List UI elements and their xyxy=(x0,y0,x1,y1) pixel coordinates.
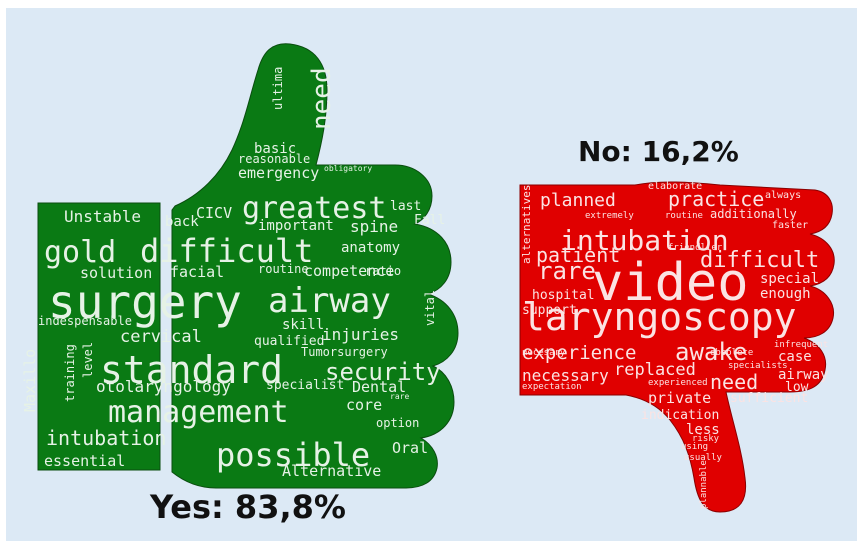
word-infrequent: infrequent xyxy=(774,340,828,350)
word-specialists: specialists xyxy=(728,361,788,371)
word-private: private xyxy=(648,389,711,407)
word-experienced: experienced xyxy=(648,378,708,388)
word-oral: Oral xyxy=(392,439,428,457)
word-last: last xyxy=(390,199,421,214)
no-percentage-label: No: 16,2% xyxy=(578,135,739,168)
word-skill: skill xyxy=(282,317,324,333)
word-indespensable: indespensable xyxy=(38,314,132,328)
word-level: level xyxy=(81,342,95,378)
word-injuries: injuries xyxy=(322,325,399,344)
word-solution: solution xyxy=(80,264,152,282)
word-spine: spine xyxy=(350,217,398,236)
word-planned: planned xyxy=(540,190,616,211)
yes-percentage-label: Yes: 83,8% xyxy=(150,488,346,526)
word-expectation: expectation xyxy=(522,382,582,392)
word-cicv: CICV xyxy=(196,204,232,222)
word-vital: vital xyxy=(423,290,437,326)
word-option: option xyxy=(376,416,419,430)
word-enough: enough xyxy=(760,286,811,302)
word-management: management xyxy=(108,395,289,430)
word-training: training xyxy=(63,344,77,402)
word-facial: facial xyxy=(170,263,224,281)
word-core: core xyxy=(346,396,382,414)
word-routine: routine xyxy=(258,262,309,276)
word-alternative: Alternative xyxy=(282,462,381,480)
word-hospital: hospital xyxy=(532,288,595,303)
word-obsolete: obsolete xyxy=(710,348,753,358)
word-patient: patient xyxy=(536,243,620,267)
word-obligatory: obligatory xyxy=(324,164,372,173)
word-ultima: ultima xyxy=(271,67,285,110)
word-back: back xyxy=(165,214,199,230)
no-word-cloud: videolaryngoscopyintubationdifficultprac… xyxy=(520,181,829,509)
word-otolaryngology: otolaryngology xyxy=(96,377,231,396)
word-special: special xyxy=(760,271,819,287)
word-friendlier: friendlier xyxy=(668,243,723,253)
word-additionally: additionally xyxy=(710,207,797,221)
word-indication: indication xyxy=(641,408,719,423)
word-ratio: ratio xyxy=(365,264,401,278)
word-replaced: replaced xyxy=(614,360,696,380)
word-maxillo: Maxillo xyxy=(21,349,39,412)
word-emergency: emergency xyxy=(238,164,319,182)
word-elaborate: elaborate xyxy=(648,181,702,192)
word-anatomy: anatomy xyxy=(341,240,400,256)
word-fall: Fall xyxy=(414,213,445,228)
word-need: need xyxy=(307,67,337,130)
word-necesary: necesary xyxy=(522,348,566,358)
word-alternatives: alternatives xyxy=(520,185,533,264)
word-rare: rare xyxy=(390,392,409,401)
word-plannable: plannable xyxy=(699,460,709,509)
word-reasonable: reasonable xyxy=(238,152,310,166)
word-essential: essential xyxy=(44,452,125,470)
word-cervical: cervical xyxy=(120,327,202,347)
word-important: important xyxy=(258,218,334,234)
word-intubation: intubation xyxy=(46,426,166,450)
word-unstable: Unstable xyxy=(64,207,141,226)
word-extremely: extremely xyxy=(585,211,634,221)
word-always: always xyxy=(765,190,801,201)
word-low: low xyxy=(785,380,809,395)
word-faster: faster xyxy=(772,220,808,231)
word-airway: airway xyxy=(268,281,391,321)
word-specialist: specialist xyxy=(266,378,344,393)
word-using: using xyxy=(681,442,708,452)
word-tumorsurgery: Tumorsurgery xyxy=(301,345,388,359)
word-routine: routine xyxy=(665,211,703,221)
word-support: support xyxy=(522,303,577,318)
